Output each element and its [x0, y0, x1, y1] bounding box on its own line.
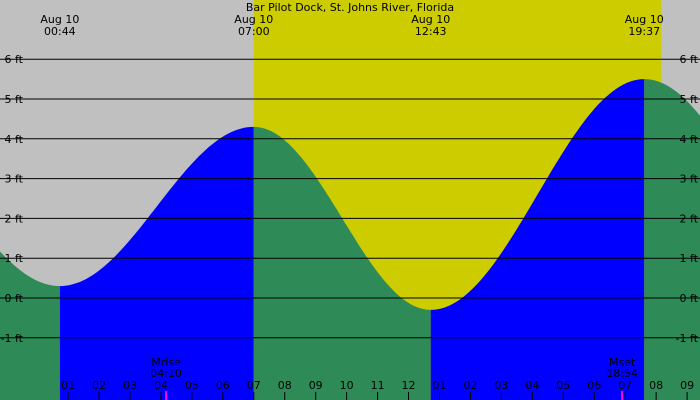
hour-label: 06: [216, 379, 230, 392]
hour-label: 08: [649, 379, 663, 392]
hour-label: 07: [618, 379, 632, 392]
hour-label: 09: [680, 379, 694, 392]
tide-extreme-time: 00:44: [44, 25, 76, 38]
grid-lines: [0, 58, 700, 339]
hour-label: 02: [463, 379, 477, 392]
moon-event-label: Mrise: [151, 356, 181, 369]
hour-label: 11: [371, 379, 385, 392]
y-axis: 6 ft 6 ft 5 ft 5 ft 4 ft 4 ft 3 ft 3 ft 2 ft 2 ft…: [1, 53, 699, 345]
hour-label: 03: [494, 379, 508, 392]
hour-label: 07: [247, 379, 261, 392]
falling-tide-area: [253, 126, 431, 400]
hour-label: 01: [61, 379, 75, 392]
y-tick-label-right: 6 ft: [680, 53, 699, 66]
y-tick-label-right: 0 ft: [680, 292, 699, 305]
y-tick-label-right: 2 ft: [680, 212, 699, 225]
hour-label: 02: [92, 379, 106, 392]
tide-extreme-time: 07:00: [238, 25, 270, 38]
hour-label: 06: [587, 379, 601, 392]
hour-label: 12: [402, 379, 416, 392]
tide-extreme-date: Aug 10: [40, 13, 79, 26]
hour-label: 04: [525, 379, 539, 392]
y-tick-label-right: 4 ft: [680, 133, 699, 146]
rising-tide-area: [59, 126, 254, 400]
tide-extreme-date: Aug 10: [411, 13, 450, 26]
hour-label: 08: [278, 379, 292, 392]
y-tick-label: 4 ft: [5, 133, 24, 146]
y-tick-label-right: 1 ft: [680, 252, 699, 265]
y-tick-label: 2 ft: [5, 212, 24, 225]
x-axis: 1112010203040506070809101112010203040506…: [61, 379, 694, 400]
moon-event-label: Mset: [609, 356, 636, 369]
y-tick-label-right: 5 ft: [680, 93, 699, 106]
hour-label: 05: [185, 379, 199, 392]
y-tick-label-right: -1 ft: [676, 332, 699, 345]
hour-label: 10: [340, 379, 354, 392]
tide-extreme-time: 12:43: [415, 25, 447, 38]
moon-event-time: 04:10: [150, 367, 182, 380]
hour-label: 01: [432, 379, 446, 392]
tide-extreme-time: 19:37: [628, 25, 660, 38]
moon-event-time: 18:54: [606, 367, 638, 380]
y-tick-label: 1 ft: [5, 252, 24, 265]
falling-tide-area: [644, 79, 700, 400]
hour-label: 03: [123, 379, 137, 392]
y-tick-label: 6 ft: [5, 53, 24, 66]
y-tick-label: -1 ft: [1, 332, 24, 345]
tide-areas: [0, 79, 700, 400]
tide-extreme-date: Aug 10: [234, 13, 273, 26]
y-tick-label: 3 ft: [5, 173, 24, 186]
falling-tide-area: [0, 251, 60, 400]
tide-extreme-date: Aug 10: [625, 13, 664, 26]
y-tick-label: 5 ft: [5, 93, 24, 106]
rising-tide-area: [430, 79, 645, 400]
y-tick-label-right: 3 ft: [680, 173, 699, 186]
chart-title: Bar Pilot Dock, St. Johns River, Florida: [246, 1, 454, 14]
y-tick-label: 0 ft: [5, 292, 24, 305]
hour-label: 09: [309, 379, 323, 392]
hour-label: 05: [556, 379, 570, 392]
hour-label: 04: [154, 379, 168, 392]
